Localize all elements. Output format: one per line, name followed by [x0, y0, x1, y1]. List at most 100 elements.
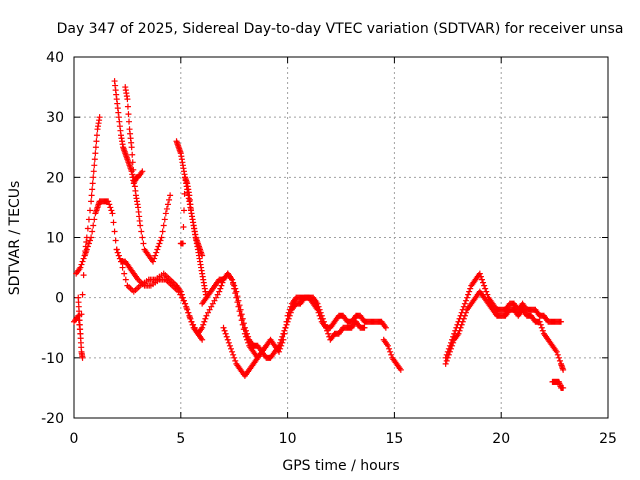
data-point: [150, 258, 157, 265]
data-point: [77, 264, 84, 271]
data-point: [480, 279, 487, 286]
data-point: [224, 336, 231, 343]
data-point: [320, 318, 327, 325]
data-point: [139, 234, 146, 241]
data-point: [222, 330, 229, 337]
data-point: [455, 330, 462, 337]
data-point: [89, 228, 96, 235]
data-point: [107, 204, 114, 211]
data-point: [137, 222, 144, 229]
data-point: [324, 327, 331, 334]
data-point: [80, 272, 87, 279]
x-tick-label: 25: [599, 431, 617, 447]
x-axis-label: GPS time / hours: [282, 458, 399, 474]
data-point: [208, 303, 215, 310]
data-point: [242, 333, 249, 340]
series-track-h: [177, 174, 210, 301]
data-point: [80, 255, 87, 262]
data-point: [317, 309, 324, 316]
data-point: [115, 252, 122, 259]
data-point: [179, 240, 186, 247]
data-point: [316, 306, 323, 313]
data-point: [154, 246, 161, 253]
x-tick-label: 5: [176, 431, 185, 447]
data-point: [321, 321, 328, 328]
data-point: [88, 198, 95, 205]
data-point: [106, 201, 113, 208]
data-point: [92, 144, 99, 151]
data-point: [110, 219, 117, 226]
data-point: [126, 118, 133, 125]
series-track-n: [549, 378, 567, 391]
data-point: [217, 285, 224, 292]
grid: [74, 57, 608, 418]
data-point: [483, 288, 490, 295]
data-point: [139, 168, 146, 175]
data-point: [112, 237, 119, 244]
data-point: [235, 303, 242, 310]
data-point: [456, 327, 463, 334]
data-point: [223, 333, 230, 340]
data-point: [79, 354, 86, 361]
data-point: [114, 249, 121, 256]
chart-title: Day 347 of 2025, Sidereal Day-to-day VTE…: [57, 21, 624, 37]
x-tick-label: 0: [70, 431, 79, 447]
data-point: [166, 196, 173, 203]
data-point: [318, 312, 325, 319]
data-point: [177, 291, 184, 298]
data-point: [121, 270, 128, 277]
data-point: [467, 285, 474, 292]
data-point: [484, 291, 491, 298]
data-point: [446, 348, 453, 355]
data-point: [160, 222, 167, 229]
y-tick-label: -10: [41, 351, 64, 367]
data-point: [240, 326, 247, 333]
data-point: [90, 174, 97, 181]
data-point: [213, 294, 220, 301]
data-point: [78, 261, 85, 268]
data-point: [238, 317, 245, 324]
data-point: [181, 207, 188, 214]
data-point: [156, 240, 163, 247]
data-point: [91, 216, 98, 223]
data-point: [91, 162, 98, 169]
data-point: [465, 291, 472, 298]
data-point: [449, 342, 456, 349]
data-point: [186, 314, 193, 321]
series-track-b: [73, 114, 103, 277]
data-point: [90, 222, 97, 229]
data-point: [89, 186, 96, 193]
data-point: [199, 324, 206, 331]
data-point: [129, 151, 136, 158]
series-track-j: [220, 294, 368, 379]
data-point: [536, 318, 543, 325]
data-point: [233, 294, 240, 301]
series-track-m: [442, 288, 567, 373]
data-point: [138, 228, 145, 235]
data-point: [183, 305, 190, 312]
data-point: [232, 357, 239, 364]
data-point: [83, 234, 90, 241]
data-point: [461, 300, 468, 307]
data-point: [459, 318, 466, 325]
data-point: [229, 276, 236, 283]
data-point: [278, 336, 285, 343]
data-point: [209, 300, 216, 307]
data-point: [555, 354, 562, 361]
y-tick-label: 0: [55, 291, 64, 307]
data-point: [384, 342, 391, 349]
data-point: [538, 324, 545, 331]
data-point: [163, 205, 170, 212]
data-point: [481, 282, 488, 289]
data-point: [276, 342, 283, 349]
data-point: [191, 324, 198, 331]
data-point: [129, 159, 136, 166]
data-point: [281, 327, 288, 334]
data-point: [230, 351, 237, 358]
data-point: [244, 336, 251, 343]
data-point: [284, 318, 291, 325]
series-track-c: [75, 294, 86, 361]
data-point: [237, 312, 244, 319]
data-point: [89, 180, 96, 187]
